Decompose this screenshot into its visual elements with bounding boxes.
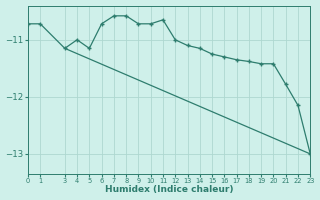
- X-axis label: Humidex (Indice chaleur): Humidex (Indice chaleur): [105, 185, 233, 194]
